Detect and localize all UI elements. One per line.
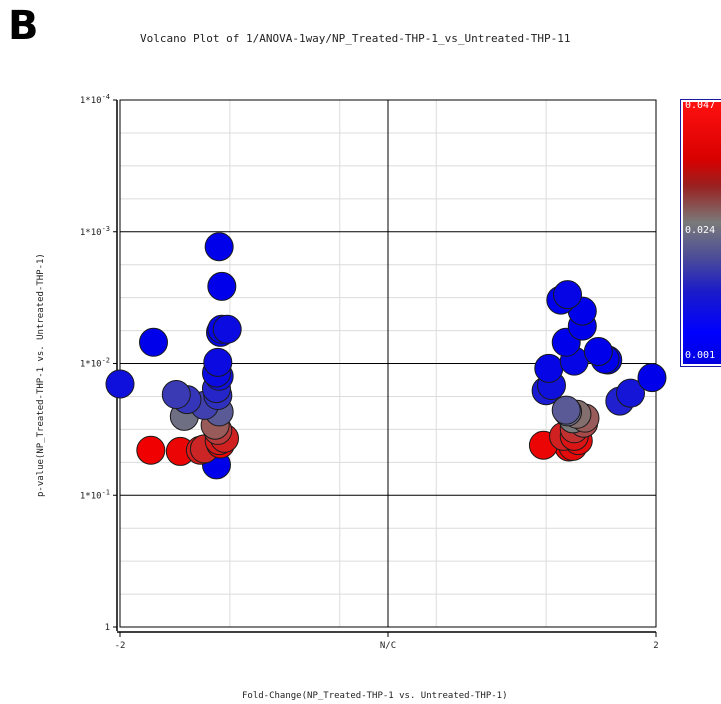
x-axis-title: Fold-Change(NP_Treated-THP-1 vs. Untreat… bbox=[242, 691, 508, 701]
color-legend-bar bbox=[683, 102, 721, 364]
data-point bbox=[207, 271, 237, 301]
legend-label-low: 0.001 bbox=[685, 350, 716, 361]
data-point bbox=[105, 369, 135, 399]
data-point bbox=[212, 314, 242, 344]
data-point bbox=[204, 232, 234, 262]
y-tick-label: 1 bbox=[105, 623, 110, 633]
x-tick-label: 2 bbox=[653, 641, 658, 651]
data-point bbox=[139, 327, 168, 357]
data-point bbox=[553, 280, 583, 310]
data-point bbox=[551, 395, 581, 425]
x-tick-label: N/C bbox=[380, 641, 396, 651]
panel-letter: B bbox=[8, 3, 39, 49]
y-tick-label: 1*10-3 bbox=[80, 225, 110, 238]
plot-frame bbox=[119, 99, 657, 628]
y-tick-label: 1*10-4 bbox=[80, 93, 110, 106]
y-tick-label: 1*10-1 bbox=[80, 488, 110, 501]
data-point bbox=[616, 378, 646, 408]
data-point bbox=[203, 347, 233, 377]
data-point bbox=[534, 353, 564, 383]
data-point bbox=[161, 380, 191, 410]
data-point bbox=[136, 435, 166, 465]
color-legend: 0.047 0.024 0.001 bbox=[680, 99, 721, 367]
data-point bbox=[637, 363, 667, 393]
y-tick-label: 1*10-2 bbox=[80, 357, 110, 370]
chart-title: Volcano Plot of 1/ANOVA-1way/NP_Treated-… bbox=[140, 32, 571, 45]
legend-label-mid: 0.024 bbox=[685, 225, 716, 236]
legend-label-high: 0.047 bbox=[685, 100, 716, 111]
x-tick-label: -2 bbox=[115, 641, 126, 651]
data-point bbox=[583, 336, 613, 366]
